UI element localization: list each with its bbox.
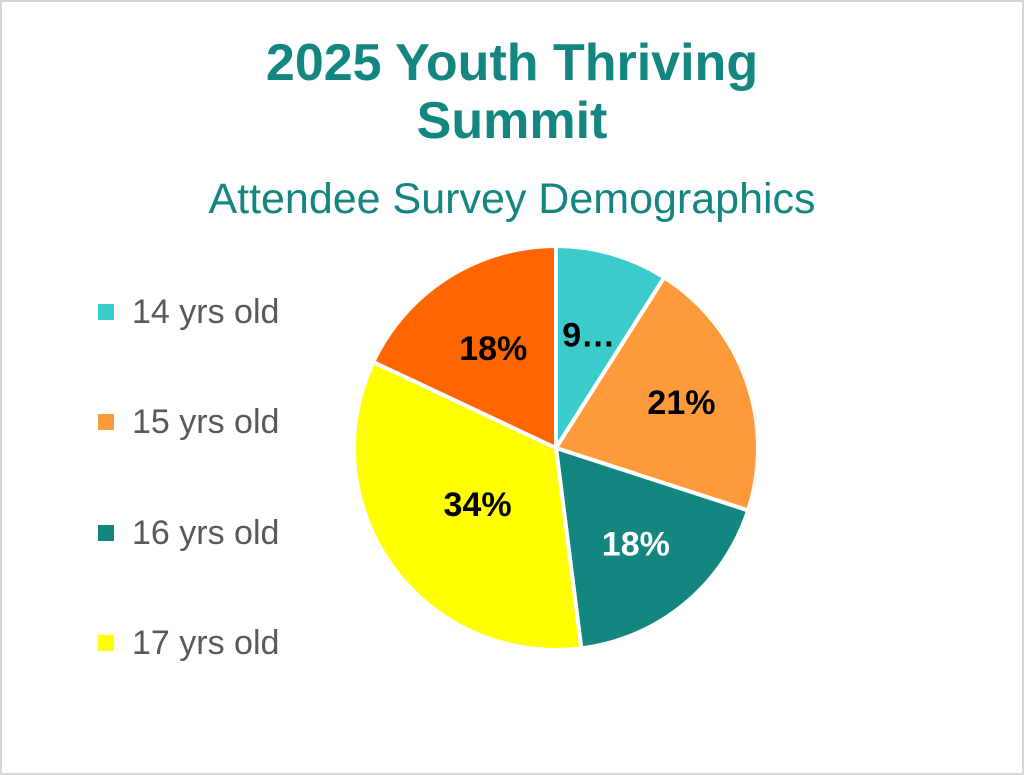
data-label: 21%: [647, 384, 715, 422]
legend-item: 14 yrs old: [98, 290, 358, 334]
pie-slice: [554, 275, 760, 513]
data-label: 34%: [444, 486, 512, 524]
legend-swatch: [98, 525, 114, 541]
pie-slice: [554, 446, 751, 651]
legend-swatch: [98, 414, 114, 430]
legend-item: 16 yrs old: [98, 511, 358, 555]
legend-label: 14 yrs old: [132, 292, 280, 331]
legend-swatch: [98, 635, 114, 651]
data-label: 18%: [602, 525, 670, 563]
legend-label: 15 yrs old: [132, 402, 280, 441]
legend-item: 15 yrs old: [98, 400, 358, 444]
legend-swatch: [98, 304, 114, 320]
pie-slice: [554, 244, 667, 450]
legend-item: 17 yrs old: [98, 621, 358, 665]
data-label: 9…: [562, 316, 615, 354]
legend-label: 16 yrs old: [132, 513, 280, 552]
chart-subtitle: Attendee Survey Demographics: [208, 175, 816, 223]
chart-title: 2025 Youth Thriving Summit: [265, 34, 759, 150]
data-label: 18%: [459, 330, 527, 368]
legend-label: 17 yrs old: [132, 623, 280, 662]
pie-slice: [371, 244, 558, 450]
